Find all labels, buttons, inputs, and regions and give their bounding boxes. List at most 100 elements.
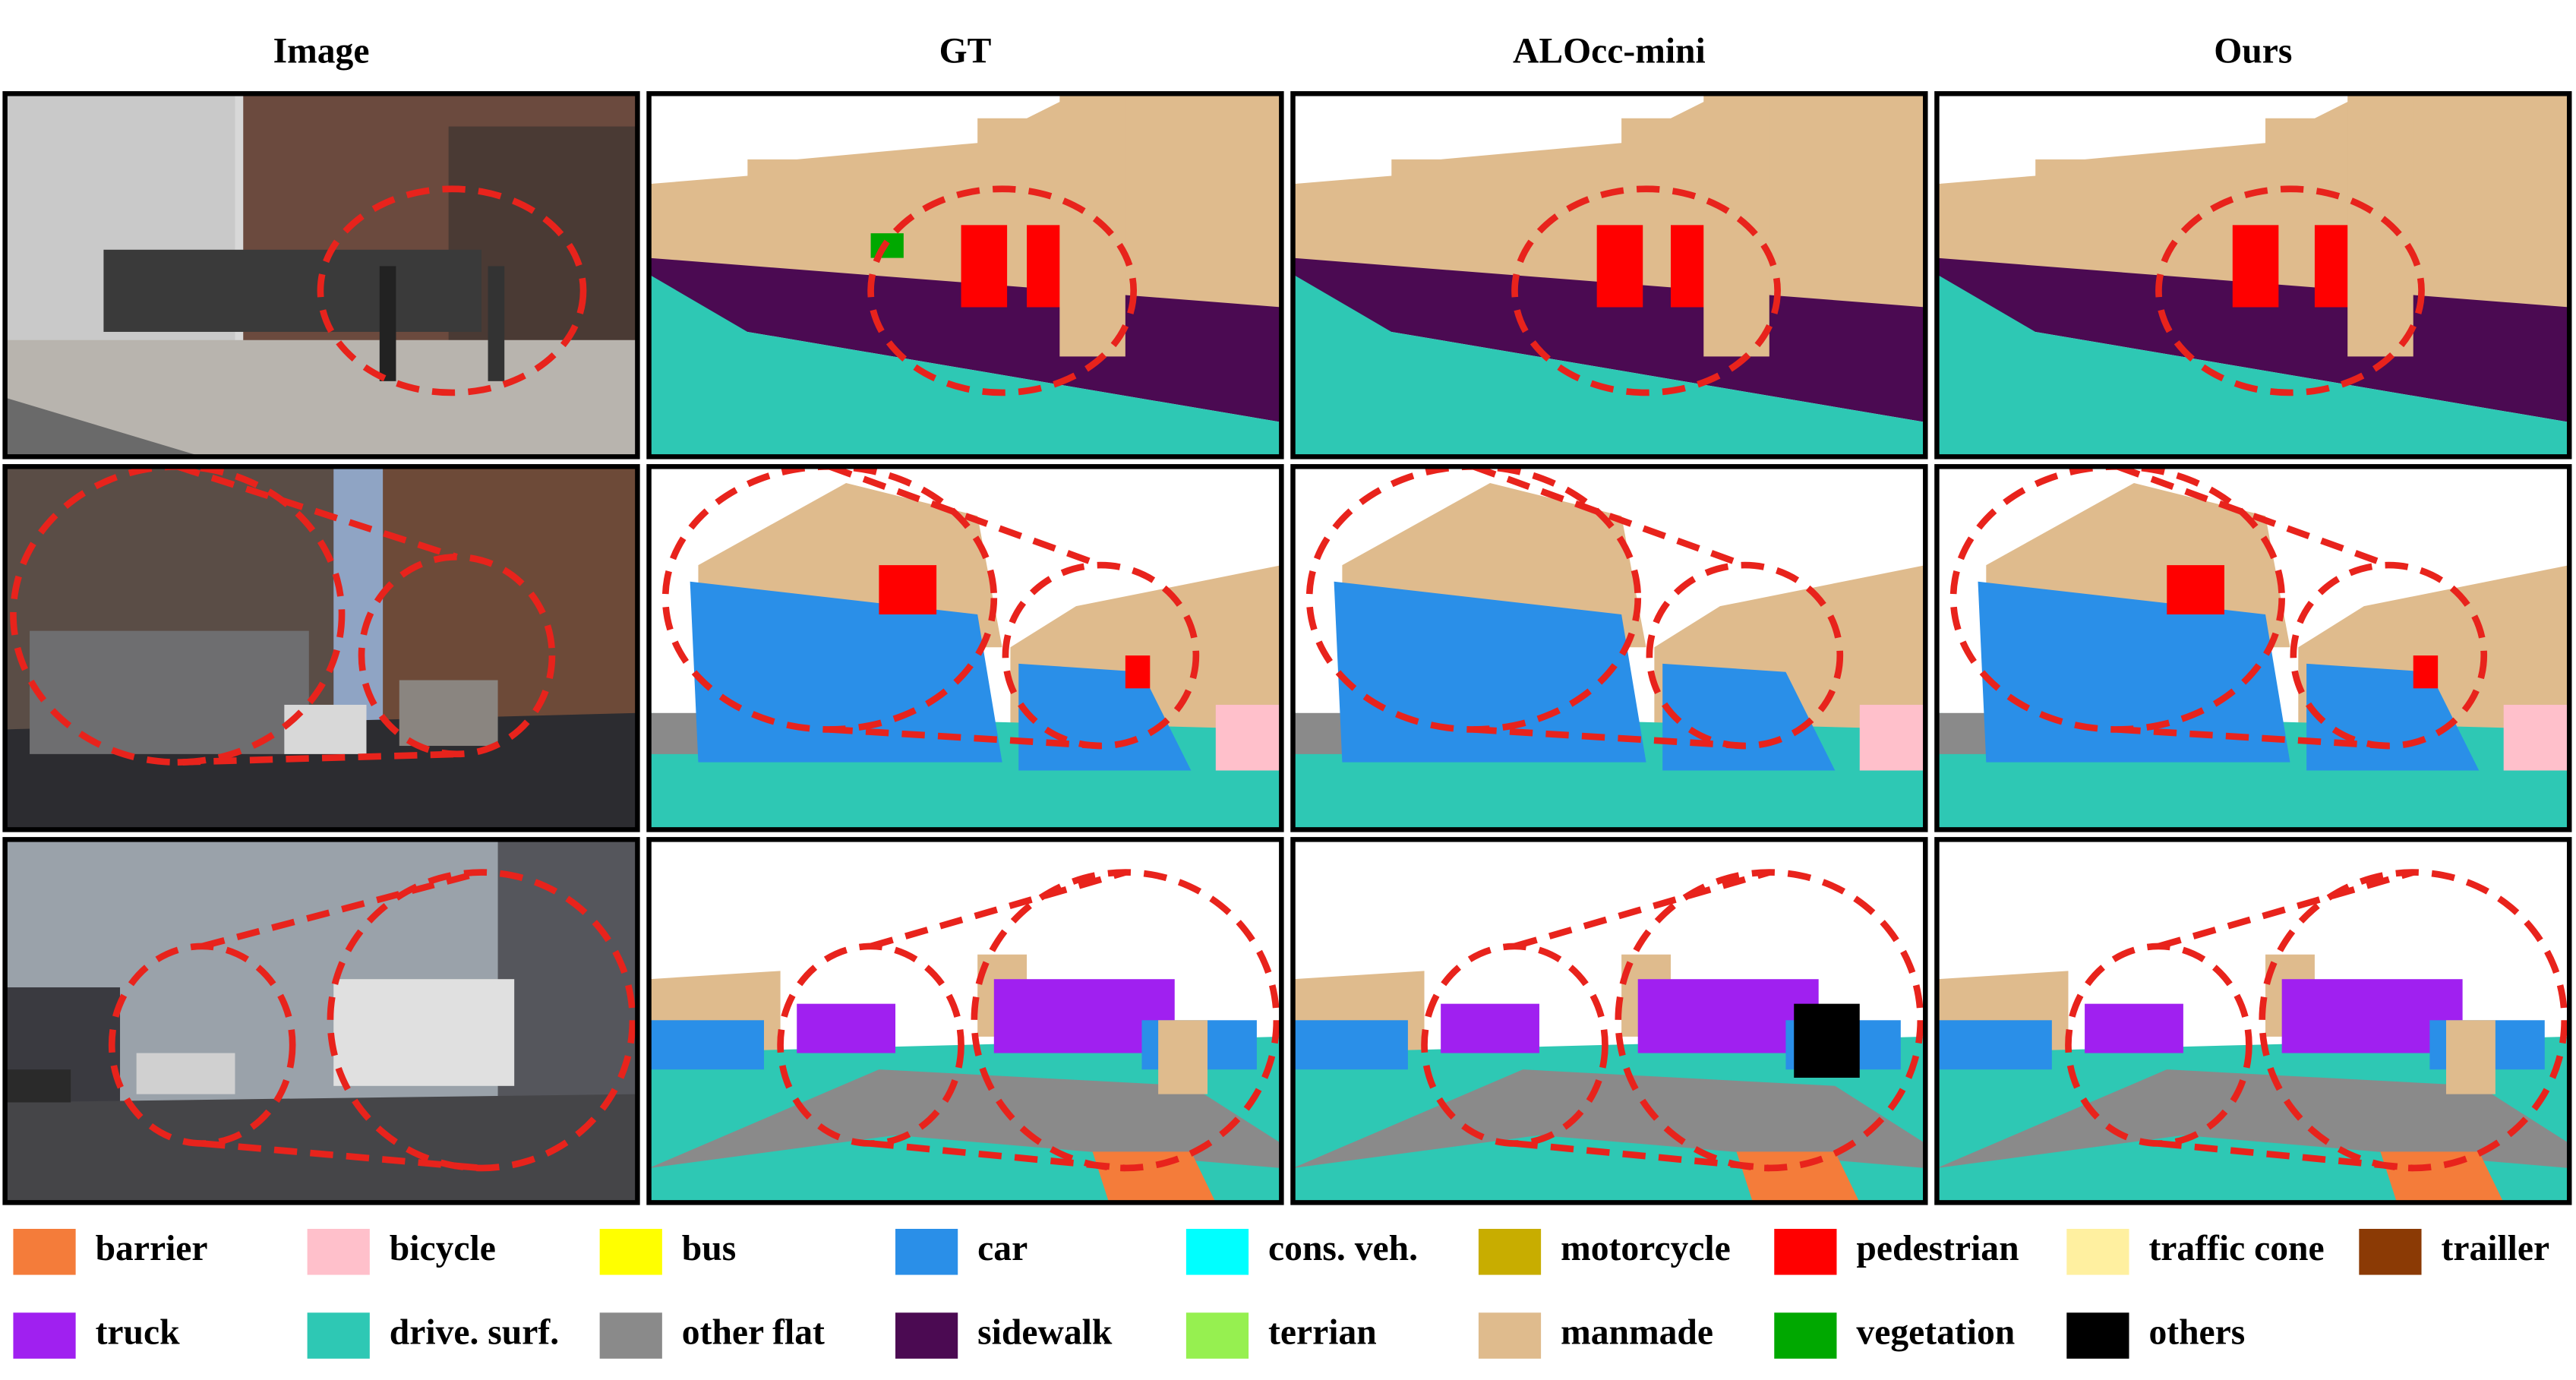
panel-content — [1937, 466, 2570, 830]
highlight-connector — [2116, 466, 2390, 569]
legend-label: traffic cone — [2148, 1229, 2324, 1268]
road — [5, 397, 203, 457]
legend-swatch — [13, 1228, 76, 1275]
person — [488, 266, 505, 381]
legend-swatch — [2066, 1228, 2129, 1275]
highlight-connector — [1514, 1140, 1770, 1172]
legend-label: trailler — [2441, 1229, 2549, 1268]
highlight-connector — [829, 466, 1102, 569]
other-flat — [649, 1069, 1282, 1168]
highlight-ellipse — [867, 185, 1137, 396]
truck — [333, 979, 515, 1086]
highlight-connector — [1514, 869, 1770, 950]
panel — [1934, 464, 2572, 832]
highlight-connector — [870, 869, 1127, 950]
legend-swatch — [2066, 1312, 2129, 1359]
traffic-cone — [2445, 1020, 2496, 1094]
legend-label: car — [977, 1229, 1028, 1268]
panel-border — [1290, 837, 1928, 1205]
legend-label: terrian — [1268, 1313, 1377, 1353]
legend-label: bicycle — [390, 1229, 496, 1268]
legend-swatch — [13, 1312, 76, 1359]
pedestrian — [2314, 225, 2351, 308]
drive-surf — [1293, 274, 1926, 457]
highlight-ellipse — [2155, 185, 2425, 396]
pedestrian — [2167, 565, 2224, 614]
legend-swatch — [1185, 1312, 1249, 1359]
panel-border — [2, 837, 640, 1205]
highlight-ellipse — [327, 869, 636, 1172]
panel-border — [1290, 91, 1928, 459]
manmade-pillar — [1059, 93, 1125, 357]
highlight-connector — [177, 750, 457, 766]
panel-content — [649, 466, 1282, 830]
building — [497, 839, 638, 1103]
truck — [1441, 1003, 1539, 1053]
legend-label: bus — [682, 1229, 736, 1268]
panel-border — [646, 837, 1284, 1205]
panel — [646, 464, 1284, 832]
pedestrian — [1596, 225, 1643, 308]
pedestrian — [1125, 655, 1151, 689]
panel-content — [649, 839, 1282, 1203]
panel — [646, 91, 1284, 459]
road — [5, 1094, 638, 1203]
sidewalk — [5, 339, 638, 457]
panel-content — [5, 466, 638, 830]
legend-swatch — [1478, 1228, 1542, 1275]
car — [399, 680, 498, 747]
truck — [797, 1003, 896, 1053]
highlight-connector — [2158, 1140, 2414, 1172]
column-header: Ours — [2214, 31, 2292, 71]
car — [649, 1020, 764, 1070]
other-flat — [1937, 1069, 2570, 1168]
sidewalk — [649, 762, 1282, 830]
car — [1293, 1020, 1408, 1070]
panel-border — [1290, 464, 1928, 832]
legend-label: truck — [96, 1313, 181, 1353]
truck — [136, 1053, 235, 1094]
panel — [1290, 91, 1928, 459]
barrier — [2380, 1151, 2504, 1203]
panel — [1934, 837, 2572, 1205]
column-header: Image — [273, 31, 370, 71]
panel-content — [5, 93, 638, 457]
column-header: ALOcc-mini — [1513, 31, 1706, 71]
legend-label: pedestrian — [1856, 1229, 2019, 1268]
highlight-connector — [176, 466, 458, 561]
panel-content — [1937, 839, 2570, 1203]
pedestrian — [2232, 225, 2279, 308]
highlight-connector — [870, 1140, 1126, 1172]
legend-label: other flat — [682, 1313, 825, 1353]
legend-label: cons. veh. — [1268, 1229, 1418, 1268]
panel-border — [1934, 464, 2572, 832]
panel — [2, 91, 640, 459]
panel — [2, 464, 640, 832]
legend-swatch — [895, 1312, 958, 1359]
pedestrian — [961, 225, 1008, 308]
panel — [1290, 464, 1928, 832]
panel-border — [2, 91, 640, 459]
legend-swatch — [307, 1312, 370, 1359]
legend-swatch — [2359, 1228, 2422, 1275]
legend-swatch — [1774, 1312, 1837, 1359]
legend-label: manmade — [1561, 1313, 1713, 1353]
others — [1794, 1003, 1860, 1078]
column-header: GT — [939, 31, 992, 71]
panel-content — [649, 93, 1282, 457]
legend-label: sidewalk — [977, 1313, 1113, 1353]
pedestrian — [1027, 225, 1063, 308]
car — [5, 1069, 71, 1103]
panel-border — [1934, 837, 2572, 1205]
fence — [103, 249, 481, 332]
drive-surf — [1937, 274, 2570, 457]
truck — [2085, 1003, 2183, 1053]
panel — [646, 837, 1284, 1205]
traffic-cone — [1158, 1020, 1208, 1094]
highlight-ellipse — [358, 553, 556, 758]
legend-swatch — [1185, 1228, 1249, 1275]
highlight-connector — [829, 726, 1101, 750]
highlight-connector — [1473, 726, 1745, 750]
highlight-ellipse — [317, 185, 587, 396]
